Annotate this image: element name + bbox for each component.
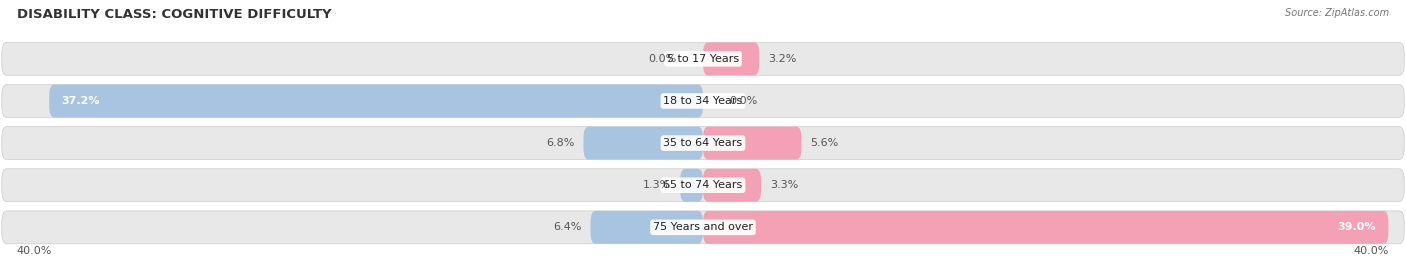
- Text: Source: ZipAtlas.com: Source: ZipAtlas.com: [1285, 8, 1389, 18]
- Text: 0.0%: 0.0%: [648, 54, 676, 64]
- FancyBboxPatch shape: [1, 169, 1405, 202]
- Text: 65 to 74 Years: 65 to 74 Years: [664, 180, 742, 190]
- FancyBboxPatch shape: [1, 127, 1405, 160]
- Text: 0.0%: 0.0%: [730, 96, 758, 106]
- FancyBboxPatch shape: [591, 211, 703, 244]
- Text: 37.2%: 37.2%: [62, 96, 100, 106]
- Text: 6.8%: 6.8%: [547, 138, 575, 148]
- FancyBboxPatch shape: [703, 127, 801, 160]
- FancyBboxPatch shape: [49, 85, 703, 117]
- Text: 3.2%: 3.2%: [768, 54, 796, 64]
- Text: 5 to 17 Years: 5 to 17 Years: [666, 54, 740, 64]
- Text: 39.0%: 39.0%: [1337, 222, 1376, 232]
- FancyBboxPatch shape: [703, 169, 761, 202]
- Text: 35 to 64 Years: 35 to 64 Years: [664, 138, 742, 148]
- FancyBboxPatch shape: [583, 127, 703, 160]
- Text: 75 Years and over: 75 Years and over: [652, 222, 754, 232]
- FancyBboxPatch shape: [681, 169, 703, 202]
- Text: 40.0%: 40.0%: [17, 247, 52, 256]
- FancyBboxPatch shape: [1, 42, 1405, 75]
- Text: 18 to 34 Years: 18 to 34 Years: [664, 96, 742, 106]
- Text: 5.6%: 5.6%: [810, 138, 838, 148]
- Text: 3.3%: 3.3%: [770, 180, 799, 190]
- FancyBboxPatch shape: [703, 42, 759, 75]
- Text: 1.3%: 1.3%: [643, 180, 672, 190]
- FancyBboxPatch shape: [1, 211, 1405, 244]
- FancyBboxPatch shape: [1, 85, 1405, 117]
- Text: 6.4%: 6.4%: [554, 222, 582, 232]
- Text: 40.0%: 40.0%: [1354, 247, 1389, 256]
- FancyBboxPatch shape: [703, 211, 1389, 244]
- Text: DISABILITY CLASS: COGNITIVE DIFFICULTY: DISABILITY CLASS: COGNITIVE DIFFICULTY: [17, 8, 332, 21]
